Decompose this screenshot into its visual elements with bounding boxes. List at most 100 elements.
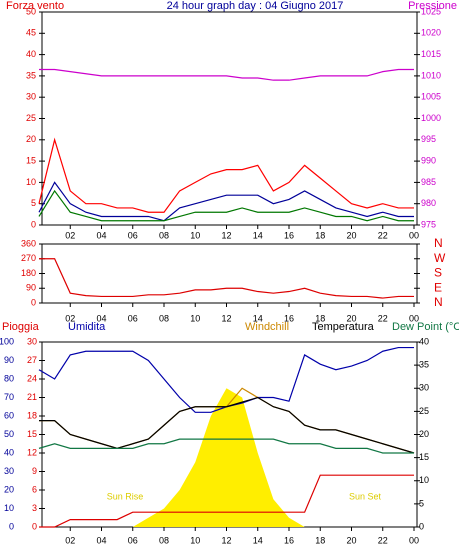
x-tick-label: 00: [409, 535, 419, 545]
x-tick-label: 00: [409, 313, 419, 323]
x-tick-label: 00: [409, 230, 419, 240]
y-tick-label: 30: [4, 466, 14, 476]
y-tick-label: 40: [4, 447, 14, 457]
y2-tick-label: 15: [419, 452, 429, 462]
x-tick-label: 08: [159, 230, 169, 240]
y3-tick-label: 27: [27, 355, 37, 365]
y-tick-label: 35: [26, 70, 36, 80]
x-tick-label: 16: [284, 313, 294, 323]
annotation: Sun Rise: [107, 491, 144, 501]
x-tick-label: 10: [190, 535, 200, 545]
x-tick-label: 14: [253, 230, 263, 240]
y2-tick-label: 40: [419, 336, 429, 346]
y2-tick-label: 1000: [421, 113, 441, 123]
x-tick-label: 16: [284, 535, 294, 545]
legend-label: Dew Point (°C: [392, 321, 459, 333]
y-tick-label: 45: [26, 28, 36, 38]
y2-tick-label: 30: [419, 383, 429, 393]
x-tick-label: 02: [65, 230, 75, 240]
y2-tick-label: S: [434, 266, 442, 280]
y2-tick-label: 25: [419, 406, 429, 416]
y3-tick-label: 9: [32, 466, 37, 476]
y-tick-label: 20: [4, 484, 14, 494]
y-tick-label: 70: [4, 392, 14, 402]
y3-tick-label: 0: [32, 521, 37, 531]
y3-tick-label: 15: [27, 429, 37, 439]
y-tick-label: 100: [0, 336, 14, 346]
x-tick-label: 02: [65, 535, 75, 545]
x-tick-label: 22: [378, 535, 388, 545]
line: [39, 68, 414, 81]
y-tick-label: 10: [26, 177, 36, 187]
line: [38, 137, 414, 213]
legend-label: Windchill: [245, 321, 289, 333]
x-tick-label: 06: [128, 230, 138, 240]
line: [38, 181, 414, 222]
y2-tick-label: 975: [421, 219, 436, 229]
y2-tick-label: 995: [421, 134, 436, 144]
y-axis-label: Forza vento: [6, 0, 64, 12]
y2-tick-label: 990: [421, 155, 436, 165]
y-tick-label: 40: [26, 49, 36, 59]
y3-tick-label: 21: [27, 392, 37, 402]
x-tick-label: 10: [190, 230, 200, 240]
x-tick-label: 06: [128, 313, 138, 323]
y2-tick-label: 0: [419, 521, 424, 531]
y2-tick-label: 1020: [421, 28, 441, 38]
y3-tick-label: 3: [32, 503, 37, 513]
y2-tick-label: N: [434, 236, 443, 250]
y-tick-label: 0: [31, 297, 36, 307]
y2-tick-label: 35: [419, 360, 429, 370]
y-tick-label: 10: [4, 503, 14, 513]
legend-label: Pioggia: [2, 321, 40, 333]
y-tick-label: 180: [21, 268, 36, 278]
x-tick-label: 06: [128, 535, 138, 545]
x-tick-label: 18: [315, 230, 325, 240]
y2-tick-label: E: [434, 280, 442, 294]
y2-tick-label: 1005: [421, 92, 441, 102]
line: [39, 396, 415, 454]
legend-label: Umidita: [68, 321, 106, 333]
y-tick-label: 90: [26, 283, 36, 293]
y2-tick-label: 1025: [421, 6, 441, 16]
y2-tick-label: 10: [419, 475, 429, 485]
x-tick-label: 20: [346, 535, 356, 545]
y2-tick-label: W: [434, 251, 446, 265]
x-tick-label: 18: [315, 313, 325, 323]
y2-tick-label: 20: [419, 429, 429, 439]
x-tick-label: 12: [221, 230, 231, 240]
line: [39, 474, 414, 528]
x-tick-label: 12: [221, 313, 231, 323]
y-tick-label: 15: [26, 155, 36, 165]
x-tick-label: 22: [378, 230, 388, 240]
x-tick-label: 04: [96, 230, 106, 240]
y-tick-label: 30: [26, 92, 36, 102]
y2-tick-label: 985: [421, 177, 436, 187]
y3-tick-label: 24: [27, 373, 37, 383]
y-tick-label: 0: [31, 219, 36, 229]
legend-label: Temperatura: [312, 321, 375, 333]
chart-title: 24 hour graph day : 04 Giugno 2017: [167, 0, 344, 12]
x-tick-label: 08: [159, 313, 169, 323]
y-tick-label: 50: [4, 429, 14, 439]
y2-tick-label: 5: [419, 498, 424, 508]
line: [39, 258, 414, 299]
y-tick-label: 0: [9, 521, 14, 531]
x-tick-label: 14: [253, 313, 263, 323]
y-tick-label: 60: [4, 410, 14, 420]
y-tick-label: 270: [21, 253, 36, 263]
annotation: Sun Set: [349, 491, 382, 501]
y3-tick-label: 12: [27, 447, 37, 457]
x-tick-label: 08: [159, 535, 169, 545]
y2-tick-label: 1010: [421, 70, 441, 80]
y2-tick-label: N: [434, 295, 443, 309]
x-tick-label: 02: [65, 313, 75, 323]
x-tick-label: 18: [315, 535, 325, 545]
y3-tick-label: 6: [32, 484, 37, 494]
x-tick-label: 04: [96, 535, 106, 545]
y-tick-label: 360: [21, 238, 36, 248]
y2-tick-label: 980: [421, 198, 436, 208]
y2-tick-label: 1015: [421, 49, 441, 59]
y-tick-label: 50: [26, 6, 36, 16]
